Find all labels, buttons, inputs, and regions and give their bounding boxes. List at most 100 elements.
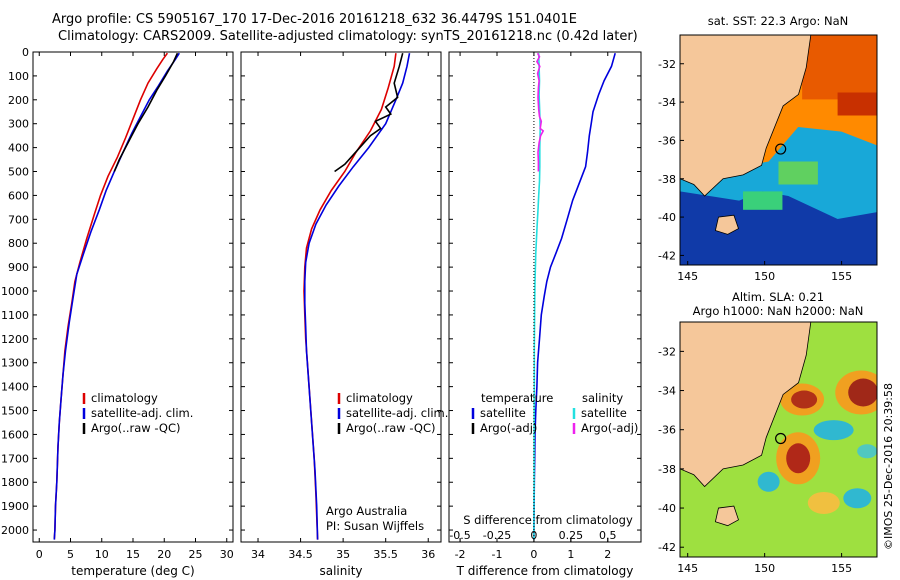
x-tick-label: 2: [604, 548, 611, 561]
legend-entry: satellite: [480, 406, 526, 420]
y-tick-label: -42: [658, 541, 676, 554]
legend-entry: climatology: [346, 391, 413, 405]
x-tick-label: 1: [567, 548, 574, 561]
x-axis-label: salinity: [319, 564, 362, 578]
series-line: [113, 52, 179, 172]
panel-difference: -2 -1 0 1 2 T difference from climatology temp…: [448, 51, 642, 578]
y-tick-label: 1300: [1, 357, 29, 370]
x-tick-label: 150: [754, 562, 775, 575]
series-line: [533, 53, 542, 540]
sla-anomaly-blob: [757, 471, 780, 492]
x-tick-label: 30: [220, 548, 234, 561]
y-tick-label: -40: [658, 502, 676, 515]
figure-title-line2: Climatology: CARS2009. Satellite-adjuste…: [58, 29, 638, 44]
s-tick-label: 0: [530, 529, 537, 542]
y-tick-label: 900: [8, 261, 29, 274]
x-tick-label: 150: [754, 270, 775, 283]
x-tick-label: 34.5: [288, 548, 313, 561]
x-tick-label: -1: [492, 548, 503, 561]
sst-mid-patch: [778, 161, 818, 185]
y-tick-label: 1400: [1, 381, 29, 394]
legend-entry: Argo(-adj): [480, 421, 537, 435]
y-tick-label: -32: [658, 345, 676, 358]
annotation-text: PI: Susan Wijffels: [326, 519, 424, 533]
sla-anomaly-blob: [807, 491, 840, 514]
y-tick-label: 200: [8, 94, 29, 107]
x-tick-label: 35: [336, 548, 350, 561]
s-tick-label: 0.5: [599, 529, 617, 542]
y-tick-label: -34: [658, 96, 676, 109]
series-line: [53, 52, 169, 540]
y-tick-label: -36: [658, 134, 676, 147]
y-tick-label: -38: [658, 463, 676, 476]
legend-entry: Argo(..raw -QC): [91, 421, 181, 435]
x-tick-label: 5: [67, 548, 74, 561]
y-tick-label: 100: [8, 70, 29, 83]
axes-frame: [32, 51, 234, 543]
sst-cold-water: [680, 191, 877, 265]
y-tick-label: -40: [658, 211, 676, 224]
y-tick-label: 0: [22, 46, 29, 59]
series-line: [334, 52, 404, 173]
map-frame: [679, 321, 878, 558]
x-tick-label: 155: [831, 270, 852, 283]
y-tick-label: 1600: [1, 428, 29, 441]
y-tick-label: 300: [8, 118, 29, 131]
map-title: sat. SST: 22.3 Argo: NaN: [708, 14, 849, 28]
sla-anomaly-blob: [848, 378, 877, 407]
y-tick-label: 1900: [1, 500, 29, 513]
y-tick-label: -32: [658, 58, 676, 71]
map-image: [680, 322, 877, 557]
sst-hot-patch: [837, 92, 877, 116]
x-axis-label: T difference from climatology: [456, 564, 634, 578]
y-tick-label: -36: [658, 424, 676, 437]
legend-entry: satellite-adj. clim.: [91, 406, 193, 420]
sla-anomaly-blob: [813, 420, 854, 441]
s-tick-label: 0.25: [559, 529, 584, 542]
x-tick-label: 0: [36, 548, 43, 561]
x-tick-label: 35.5: [373, 548, 398, 561]
y-tick-label: 500: [8, 166, 29, 179]
panel-salinity: 34 34.5 35 35.5 36 salinity climatologysatelli…: [240, 51, 448, 578]
y-tick-label: -34: [658, 385, 676, 398]
map-title: Argo h1000: NaN h2000: NaN: [693, 304, 864, 318]
y-tick-label: 1200: [1, 333, 29, 346]
secondary-axis-label: S difference from climatology: [463, 513, 633, 527]
sla-anomaly-blob: [791, 390, 818, 409]
y-tick-label: -38: [658, 173, 676, 186]
copyright-stamp: ©IMOS 25-Dec-2016 20:39:58: [882, 383, 895, 550]
y-tick-label: 1700: [1, 452, 29, 465]
x-tick-label: 145: [677, 270, 698, 283]
island: [714, 214, 739, 235]
legend-entry: satellite-adj. clim.: [346, 406, 448, 420]
x-tick-label: 155: [831, 562, 852, 575]
annotation-text: Argo Australia: [326, 504, 407, 518]
land-mass: [680, 35, 812, 197]
x-tick-label: -2: [455, 548, 466, 561]
panel-temperature: 0 5 10 15 20 25 300100200300400500600700800900…: [1, 46, 234, 578]
y-tick-label: 1800: [1, 476, 29, 489]
y-tick-label: -42: [658, 249, 676, 262]
x-tick-label: 36: [421, 548, 435, 561]
x-tick-label: 145: [677, 562, 698, 575]
legend-entry: satellite: [581, 406, 627, 420]
y-tick-label: 600: [8, 189, 29, 202]
x-tick-label: 25: [189, 548, 203, 561]
panel-map-sla: 145 150 155 -32 -34 -36 -38 -40 -42 Altim. SLA: 0…: [658, 290, 878, 575]
map-frame: [679, 34, 878, 266]
x-tick-label: 15: [126, 548, 140, 561]
sla-anomaly-blob: [857, 444, 877, 459]
series-line: [303, 53, 397, 540]
x-tick-label: 34: [251, 548, 265, 561]
figure-title-line1: Argo profile: CS 5905167_170 17-Dec-2016…: [52, 12, 578, 27]
legend-title: salinity: [582, 391, 623, 405]
land-mass: [680, 322, 812, 488]
y-tick-label: 400: [8, 142, 29, 155]
legend-entry: Argo(..raw -QC): [346, 421, 436, 435]
sst-hot-patch: [802, 35, 877, 100]
map-title: Altim. SLA: 0.21: [732, 290, 824, 304]
sla-anomaly-blob: [843, 488, 872, 509]
x-tick-label: 20: [157, 548, 171, 561]
legend-entry: Argo(-adj): [581, 421, 638, 435]
island: [714, 505, 739, 527]
